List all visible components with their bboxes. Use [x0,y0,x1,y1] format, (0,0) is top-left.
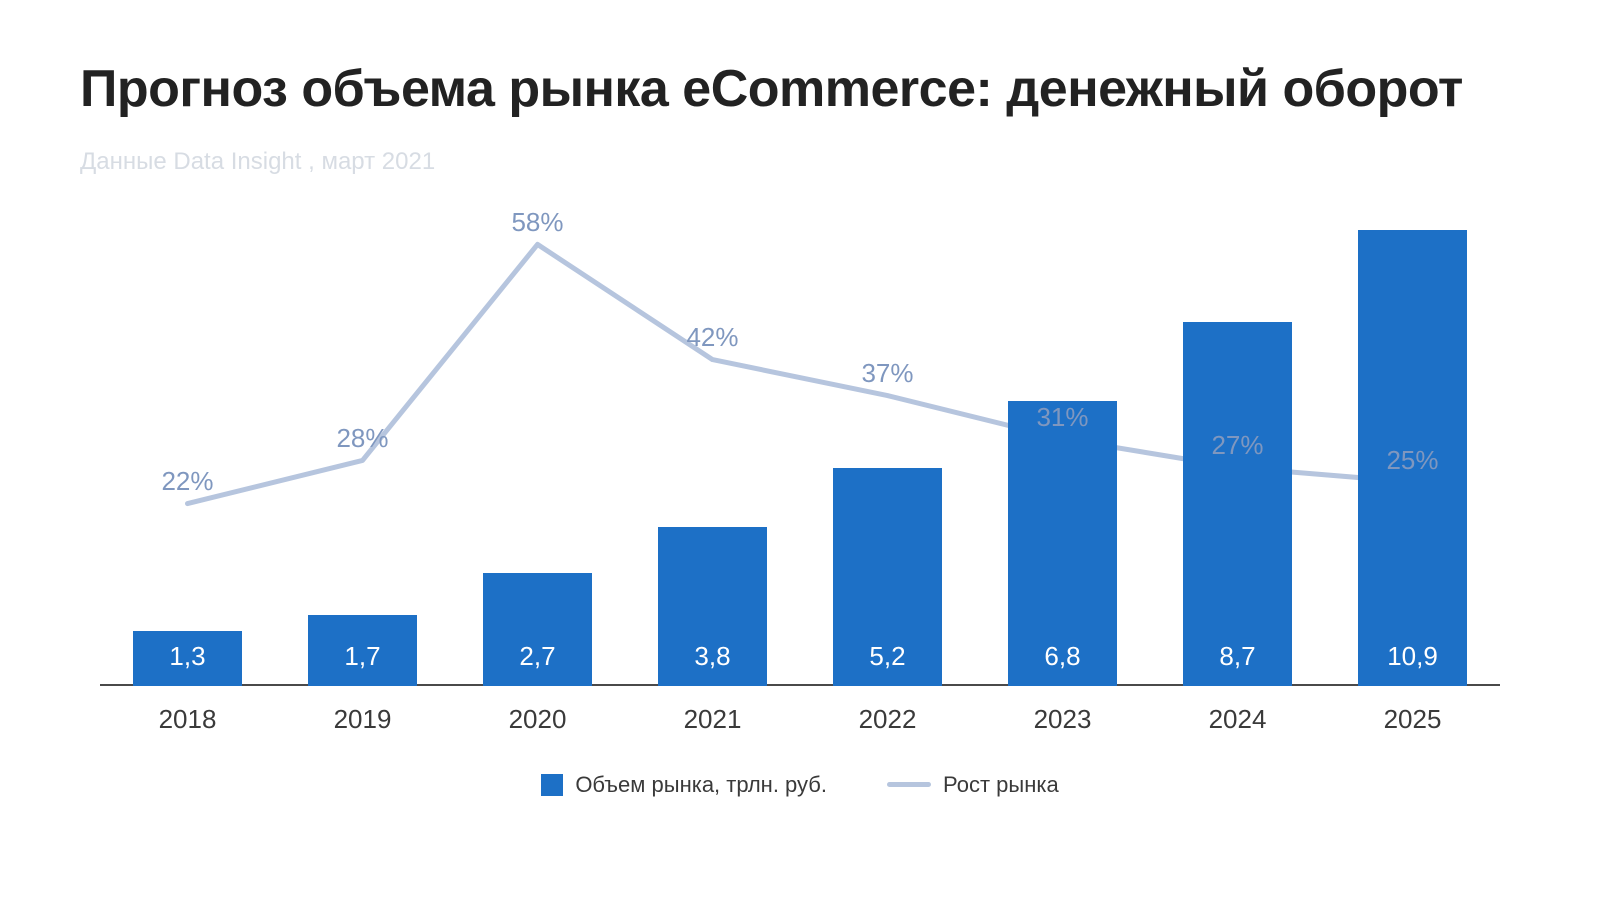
x-axis-label: 2022 [800,704,975,735]
bar: 1,7 [308,615,417,686]
growth-value-label: 22% [161,466,213,503]
legend-swatch-line [887,782,931,787]
bar: 3,8 [658,527,767,686]
bar: 2,7 [483,573,592,686]
x-axis-label: 2019 [275,704,450,735]
growth-value-label: 27% [1211,430,1263,467]
bar: 6,8 [1008,401,1117,685]
chart-plot-area: 1,320181,720192,720203,820215,220226,820… [100,206,1500,686]
legend-swatch-bar [541,774,563,796]
bar-value-label: 8,7 [1183,641,1292,672]
x-axis-label: 2023 [975,704,1150,735]
legend-label-bars: Объем рынка, трлн. руб. [575,772,827,798]
x-axis-label: 2025 [1325,704,1500,735]
slide-title: Прогноз объема рынка eCommerce: денежный… [80,60,1520,120]
combo-chart: 1,320181,720192,720203,820215,220226,820… [80,206,1520,746]
bar-value-label: 1,7 [308,641,417,672]
x-axis-label: 2020 [450,704,625,735]
bar-group: 3,82021 [625,206,800,686]
bar: 1,3 [133,631,242,685]
slide: Прогноз объема рынка eCommerce: денежный… [0,0,1600,900]
bar: 5,2 [833,468,942,686]
growth-value-label: 25% [1386,445,1438,482]
x-axis-label: 2018 [100,704,275,735]
growth-value-label: 31% [1036,402,1088,439]
legend-label-line: Рост рынка [943,772,1059,798]
bar: 8,7 [1183,322,1292,686]
bar-value-label: 6,8 [1008,641,1117,672]
growth-value-label: 37% [861,358,913,395]
bar-value-label: 5,2 [833,641,942,672]
bar-value-label: 1,3 [133,641,242,672]
growth-value-label: 28% [336,423,388,460]
bar-value-label: 10,9 [1358,641,1467,672]
growth-value-label: 58% [511,207,563,244]
bar-group: 1,32018 [100,206,275,686]
legend-item-line: Рост рынка [887,772,1059,798]
slide-subtitle: Данные Data Insight , март 2021 [80,148,1520,176]
bar-group: 6,82023 [975,206,1150,686]
legend-item-bars: Объем рынка, трлн. руб. [541,772,827,798]
chart-legend: Объем рынка, трлн. руб. Рост рынка [80,772,1520,798]
x-axis-label: 2024 [1150,704,1325,735]
bar-value-label: 3,8 [658,641,767,672]
bar-value-label: 2,7 [483,641,592,672]
x-axis-label: 2021 [625,704,800,735]
growth-value-label: 42% [686,322,738,359]
bar-group: 2,72020 [450,206,625,686]
bar-group: 5,22022 [800,206,975,686]
